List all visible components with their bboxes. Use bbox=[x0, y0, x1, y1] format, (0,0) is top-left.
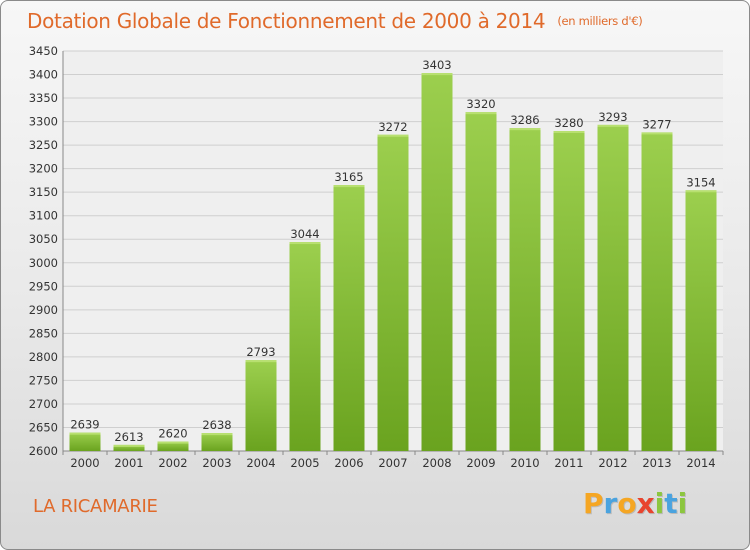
bar-2011 bbox=[553, 131, 585, 451]
data-label: 3286 bbox=[510, 113, 539, 127]
chart-title: Dotation Globale de Fonctionnement de 20… bbox=[27, 9, 643, 33]
bar-highlight bbox=[553, 131, 585, 133]
logo-letter: o bbox=[617, 487, 637, 520]
logo-letter: x bbox=[636, 487, 655, 520]
data-label: 3165 bbox=[334, 170, 363, 184]
bar-2013 bbox=[641, 132, 673, 452]
x-tick-label: 2007 bbox=[378, 456, 407, 470]
bar-highlight bbox=[201, 433, 233, 436]
x-tick-label: 2009 bbox=[466, 456, 495, 470]
bar-highlight bbox=[421, 73, 453, 76]
y-tick-label: 3400 bbox=[29, 68, 58, 82]
data-label: 3293 bbox=[598, 110, 627, 124]
x-tick-label: 2005 bbox=[290, 456, 319, 470]
bar-highlight bbox=[597, 124, 629, 127]
data-label: 2638 bbox=[202, 418, 231, 432]
bar-2005 bbox=[289, 242, 321, 451]
bar-highlight bbox=[245, 360, 277, 363]
bar-2002 bbox=[157, 441, 189, 451]
bar-2014 bbox=[685, 190, 717, 451]
x-tick-label: 2001 bbox=[114, 456, 143, 470]
y-tick-label: 3350 bbox=[29, 91, 58, 105]
data-label: 3403 bbox=[422, 58, 451, 72]
data-label: 3272 bbox=[378, 120, 407, 134]
y-tick-label: 2700 bbox=[29, 397, 58, 411]
bar-2001 bbox=[113, 444, 145, 451]
bar-2004 bbox=[245, 360, 277, 451]
label-layer: 2639 2613 2620 2638 2793 3044 3165 3272 3403 3320… bbox=[70, 58, 715, 444]
bar-2010 bbox=[509, 128, 541, 452]
data-label: 3320 bbox=[466, 97, 495, 111]
bar-highlight bbox=[509, 128, 541, 131]
x-tick-label: 2010 bbox=[510, 456, 539, 470]
y-tick-label: 2800 bbox=[29, 350, 58, 364]
bar-2007 bbox=[377, 134, 409, 451]
bar-2009 bbox=[465, 112, 497, 452]
bar-2012 bbox=[597, 124, 629, 451]
logo-letter: t bbox=[664, 487, 678, 520]
bar-highlight bbox=[685, 190, 717, 193]
logo-letter: i bbox=[654, 487, 665, 520]
y-tick-label: 3100 bbox=[29, 209, 58, 223]
y-tick-label: 3450 bbox=[29, 44, 58, 58]
data-label: 2613 bbox=[114, 430, 143, 444]
logo-letter: i bbox=[677, 487, 688, 520]
bar-highlight bbox=[289, 242, 321, 245]
logo-letter: r bbox=[603, 487, 618, 520]
data-label: 3277 bbox=[642, 117, 671, 131]
bar-highlight bbox=[465, 112, 497, 115]
bar-highlight bbox=[113, 444, 145, 447]
y-tick-label: 3000 bbox=[29, 256, 58, 270]
unit-note: (en milliers d'€) bbox=[557, 14, 643, 28]
y-tick-label: 2600 bbox=[29, 444, 58, 458]
x-tick-label: 2013 bbox=[642, 456, 671, 470]
data-label: 2639 bbox=[70, 418, 99, 432]
y-tick-label: 2900 bbox=[29, 303, 58, 317]
y-tick-label: 2850 bbox=[29, 326, 58, 340]
y-tick-label: 2750 bbox=[29, 373, 58, 387]
data-label: 3154 bbox=[686, 175, 715, 189]
x-tick-label: 2002 bbox=[158, 456, 187, 470]
x-tick-label: 2011 bbox=[554, 456, 583, 470]
chart-title-text: Dotation Globale de Fonctionnement de 20… bbox=[27, 9, 546, 33]
data-label: 2620 bbox=[158, 427, 187, 441]
x-tick-label: 2008 bbox=[422, 456, 451, 470]
bar-layer bbox=[69, 73, 717, 452]
x-tick-label: 2003 bbox=[202, 456, 231, 470]
bar-highlight bbox=[333, 185, 365, 188]
y-tick-label: 3150 bbox=[29, 185, 58, 199]
commune-name: LA RICAMARIE bbox=[33, 496, 158, 517]
y-tick-label: 2950 bbox=[29, 279, 58, 293]
y-tick-label: 3250 bbox=[29, 138, 58, 152]
x-tick-label: 2014 bbox=[686, 456, 715, 470]
x-tick-label: 2000 bbox=[70, 456, 99, 470]
proxiti-logo: Proxiti bbox=[583, 487, 687, 520]
data-label: 3044 bbox=[290, 227, 319, 241]
bar-highlight bbox=[641, 132, 673, 135]
axis-layer: 2600 2650 2700 2750 2800 2850 2900 2950 3000 3050… bbox=[29, 44, 724, 470]
y-tick-label: 3200 bbox=[29, 162, 58, 176]
bar-2000 bbox=[69, 432, 101, 451]
bar-2008 bbox=[421, 73, 453, 451]
x-tick-label: 2004 bbox=[246, 456, 275, 470]
logo-letter: P bbox=[583, 487, 604, 520]
bar-2006 bbox=[333, 185, 365, 451]
data-label: 3280 bbox=[554, 116, 583, 130]
y-tick-label: 3050 bbox=[29, 232, 58, 246]
y-tick-label: 3300 bbox=[29, 115, 58, 129]
bar-highlight bbox=[157, 441, 189, 444]
data-label: 2793 bbox=[246, 345, 275, 359]
y-tick-label: 2650 bbox=[29, 420, 58, 434]
x-tick-label: 2006 bbox=[334, 456, 363, 470]
bar-highlight bbox=[377, 134, 409, 137]
bar-2003 bbox=[201, 433, 233, 451]
x-tick-label: 2012 bbox=[598, 456, 627, 470]
bar-highlight bbox=[69, 432, 101, 435]
